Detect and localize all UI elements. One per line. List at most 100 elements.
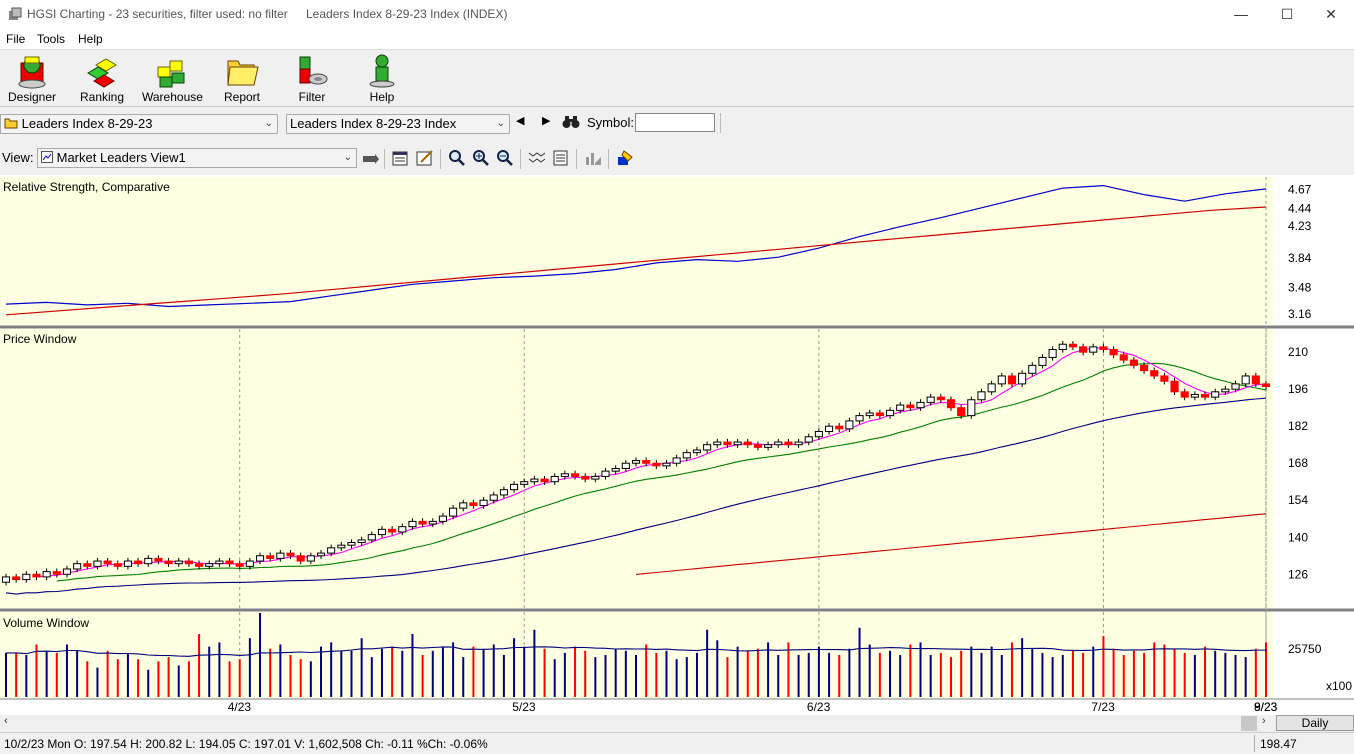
candle-body <box>184 560 193 565</box>
scroll-right-icon[interactable]: › <box>1262 715 1266 727</box>
candle-body <box>550 475 559 483</box>
candle-body <box>855 415 864 422</box>
candle-body <box>1068 343 1077 348</box>
compress-icon[interactable] <box>528 149 546 167</box>
maximize-button[interactable]: ☐ <box>1280 6 1294 22</box>
view-label: View: <box>2 150 34 165</box>
candle-body <box>1140 364 1149 372</box>
toolbar-separator <box>720 113 721 133</box>
view-selector[interactable]: Market Leaders View1 ⌄ <box>37 148 357 168</box>
price-panel-title: Price Window <box>3 332 77 346</box>
zoom-icon[interactable] <box>448 149 466 167</box>
candle-body <box>1109 349 1118 356</box>
designer-button[interactable]: Designer <box>2 53 62 105</box>
period-button[interactable]: Daily <box>1276 715 1354 731</box>
binoculars-icon[interactable] <box>562 115 580 129</box>
chevron-down-icon: ⌄ <box>496 118 505 129</box>
candle-body <box>266 555 275 559</box>
candle-body <box>12 576 21 581</box>
candle-body <box>93 560 102 567</box>
candle-body <box>662 462 671 467</box>
candle-body <box>347 542 356 546</box>
candle-body <box>743 441 752 446</box>
candle-body <box>1038 356 1047 366</box>
rs-panel <box>0 177 1273 325</box>
candle-body <box>814 430 823 438</box>
menu-bar: File Tools Help <box>0 29 1354 50</box>
symbol-input[interactable] <box>635 113 715 132</box>
help-button[interactable]: Help <box>352 53 412 105</box>
candle-body <box>1251 375 1260 385</box>
price-tick-label: 154 <box>1288 493 1308 507</box>
next-security-button[interactable]: ▶ <box>542 115 551 127</box>
toolbar-separator <box>440 149 441 169</box>
selector-row: Leaders Index 8-29-23 ⌄ Leaders Index 8-… <box>0 110 1354 138</box>
menu-help[interactable]: Help <box>78 32 103 46</box>
designer-icon <box>18 56 46 89</box>
candle-body <box>581 475 590 480</box>
candle-body <box>977 391 986 401</box>
menu-tools[interactable]: Tools <box>37 32 66 46</box>
candle-body <box>804 436 813 443</box>
price-tick-label: 140 <box>1288 530 1308 544</box>
candle-body <box>195 563 204 567</box>
chart-properties-icon[interactable] <box>392 149 410 167</box>
edit-chart-icon[interactable] <box>416 149 434 167</box>
menu-file[interactable]: File <box>6 32 26 46</box>
minimize-button[interactable]: — <box>1234 6 1248 22</box>
main-toolbar: Designer Ranking Warehouse Report <box>0 50 1354 107</box>
close-button[interactable]: ✕ <box>1325 6 1337 22</box>
horizontal-scrollbar[interactable]: ‹ › Daily <box>0 715 1354 732</box>
candle-body <box>428 520 437 525</box>
warehouse-icon <box>157 60 185 88</box>
status-last-price: 198.47 <box>1260 737 1297 751</box>
rs-tick-label: 4.67 <box>1288 183 1312 197</box>
candle-body <box>1261 383 1271 388</box>
candle-body <box>469 502 478 507</box>
bar-chart-icon[interactable] <box>584 149 602 167</box>
scroll-left-icon[interactable]: ‹ <box>4 715 8 727</box>
volume-tick: 25750 <box>1288 642 1322 656</box>
candle-body <box>865 412 874 417</box>
scroll-thumb[interactable] <box>1241 716 1257 731</box>
candle-body <box>1200 393 1210 398</box>
chart-area: 4/23 5/23 6/23 7/23 8/23 9/23 4.67 4.44 4.23 3.84… <box>0 175 1354 715</box>
candle-body <box>631 460 641 464</box>
warehouse-button[interactable]: Warehouse <box>142 53 203 105</box>
chevron-down-icon: ⌄ <box>264 118 273 129</box>
toolbar-separator <box>576 149 577 169</box>
security-selector[interactable]: Leaders Index 8-29-23 Index ⌄ <box>286 114 510 134</box>
candle-body <box>489 494 498 501</box>
candle-body <box>540 478 549 483</box>
candle-body <box>296 555 305 562</box>
status-text: 10/2/23 Mon O: 197.54 H: 200.82 L: 194.0… <box>4 737 488 751</box>
candle-body <box>936 396 945 401</box>
data-table-icon[interactable] <box>552 149 570 167</box>
toolbar-separator <box>520 149 521 169</box>
candle-body <box>1089 346 1098 353</box>
report-button[interactable]: Report <box>212 53 272 105</box>
rs-series <box>5 184 1267 316</box>
candle-body <box>946 399 956 409</box>
candle-body <box>408 520 417 528</box>
candle-body <box>398 526 407 533</box>
paint-icon[interactable] <box>616 149 634 167</box>
view-settings-icon[interactable] <box>362 150 380 168</box>
candle-body <box>32 573 41 578</box>
folder-icon <box>227 60 259 86</box>
candle-body <box>377 528 387 536</box>
rs-tick-label: 3.16 <box>1288 307 1312 321</box>
list-selector[interactable]: Leaders Index 8-29-23 ⌄ <box>0 114 278 134</box>
candle-body <box>1119 354 1128 361</box>
candle-body <box>1241 375 1250 385</box>
ranking-button[interactable]: Ranking <box>72 53 132 105</box>
zoom-out-icon[interactable] <box>496 149 514 167</box>
folder-small-icon <box>4 118 18 129</box>
candle-body <box>1180 391 1189 398</box>
candle-body <box>621 462 630 470</box>
candle-body <box>174 560 183 565</box>
candle-body <box>1129 359 1138 366</box>
zoom-in-icon[interactable] <box>472 149 490 167</box>
prev-security-button[interactable]: ◀ <box>516 115 525 127</box>
filter-button[interactable]: Filter <box>282 53 342 105</box>
